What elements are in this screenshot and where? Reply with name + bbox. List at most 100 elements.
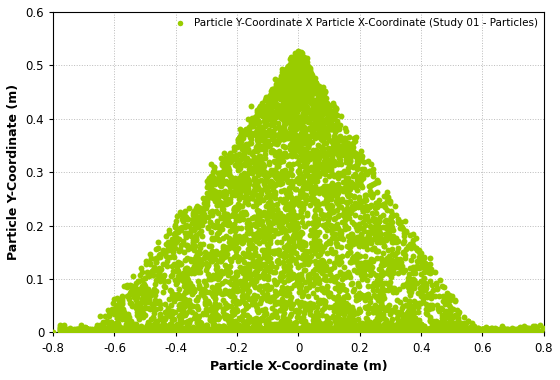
Point [381,193,390,199]
Point [377,272,386,278]
Point [174,268,183,274]
Point [292,77,301,83]
Point [287,328,296,334]
Point [271,175,280,181]
Point [300,268,309,274]
Point [304,125,313,131]
Point [265,193,274,200]
Point [291,280,300,287]
Point [211,305,220,311]
Point [339,212,348,218]
Point [210,295,219,301]
Point [352,326,361,332]
Point [74,329,83,335]
Point [277,172,286,178]
Point [179,238,188,244]
Point [365,299,374,305]
Point [360,325,368,331]
Point [486,327,495,333]
Point [231,154,240,160]
Point [232,326,241,332]
Point [225,326,234,332]
Point [183,326,192,332]
Point [520,323,529,329]
Point [226,293,235,299]
Point [459,326,468,332]
Point [271,92,280,98]
Point [207,327,216,333]
Point [186,228,195,234]
Point [289,329,298,335]
Point [310,130,319,136]
Point [170,231,179,237]
Point [365,229,374,235]
Point [301,155,310,161]
Point [156,301,165,307]
Point [296,271,305,277]
Point [518,327,527,333]
Point [261,121,270,127]
Point [286,285,295,291]
Point [230,155,239,162]
Point [58,329,67,336]
Point [211,285,220,291]
Point [165,254,174,260]
Point [259,171,268,177]
Point [315,242,324,248]
Point [369,236,378,242]
Point [211,316,220,322]
Point [455,329,464,335]
Point [352,297,361,303]
Point [284,93,293,99]
Point [306,186,315,192]
Point [250,326,259,332]
Point [295,104,304,110]
Point [249,263,258,269]
Point [276,321,285,327]
Point [258,146,267,152]
Point [305,97,314,103]
Point [295,326,304,332]
Point [396,218,405,225]
Point [273,163,282,169]
Point [361,297,370,303]
Point [355,328,364,334]
Point [354,280,363,286]
Point [154,325,163,331]
Point [59,326,68,332]
Point [338,271,347,277]
Point [304,284,313,290]
Point [357,328,366,334]
Point [276,210,284,216]
Point [106,328,115,334]
Point [313,216,322,222]
Point [244,130,253,136]
Point [336,232,345,238]
Point [440,327,449,333]
Point [130,287,139,293]
Point [296,66,305,72]
Point [217,328,226,334]
Point [426,317,435,323]
Point [418,292,427,298]
Point [278,220,287,226]
Point [291,70,300,76]
Point [240,170,249,176]
Point [244,263,253,269]
Point [235,327,244,333]
Point [223,165,232,171]
Point [187,326,196,332]
Point [146,328,155,334]
Point [288,60,297,66]
Point [162,329,171,335]
Point [124,314,133,320]
Point [185,304,194,310]
Point [81,327,90,333]
Point [173,229,182,235]
Point [133,278,142,284]
Point [297,102,306,108]
Point [258,106,267,112]
Point [362,327,371,333]
Point [446,293,455,299]
Point [441,326,450,332]
